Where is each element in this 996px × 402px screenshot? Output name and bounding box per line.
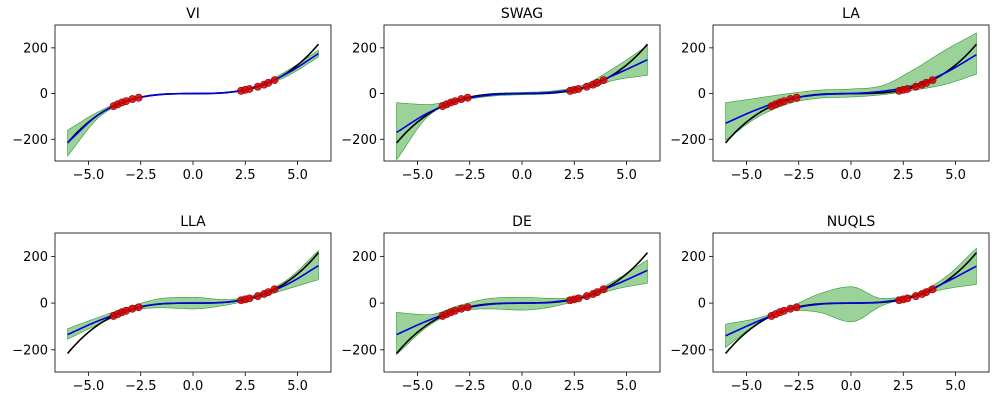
- subplot-title: NUQLS: [827, 214, 876, 230]
- x-tick-label: 0.0: [183, 168, 204, 183]
- subplot-de: −5.0 −2.5 0.0 2.5 5.0 −200 0 200 DE: [341, 214, 661, 394]
- data-point: [903, 294, 912, 303]
- y-tick-label: −200: [341, 133, 377, 148]
- x-tick-label: −5.0: [402, 379, 434, 394]
- data-point: [928, 76, 937, 84]
- x-tick-label: 0.0: [183, 379, 204, 394]
- data-point: [463, 93, 472, 102]
- x-tick-label: 0.0: [841, 168, 862, 183]
- plot-area: [724, 32, 978, 144]
- plot-area: [395, 252, 649, 356]
- subplot-nuqls: −5.0 −2.5 0.0 2.5 5.0 −200 0 200 NUQLS: [670, 214, 990, 394]
- x-tick-label: 2.5: [235, 168, 256, 183]
- y-tick-label: −200: [670, 343, 706, 358]
- uncertainty-band: [396, 45, 648, 161]
- data-point: [792, 303, 801, 312]
- x-tick-label: −5.0: [731, 168, 763, 183]
- subplot-title: DE: [512, 214, 532, 230]
- y-tick-label: 0: [369, 297, 377, 312]
- x-tick-label: 2.5: [893, 168, 914, 183]
- y-tick-label: 0: [40, 87, 48, 102]
- subplot-la: −5.0 −2.5 0.0 2.5 5.0 −200 0 200 LA: [670, 6, 990, 183]
- y-tick-label: 200: [681, 250, 706, 265]
- x-tick-label: −2.5: [125, 379, 157, 394]
- x-tick-label: 2.5: [235, 379, 256, 394]
- x-tick-label: 5.0: [616, 168, 637, 183]
- data-point: [903, 85, 912, 93]
- subplot-vi: −5.0 −2.5 0.0 2.5 5.0 −200 0 200 VI: [12, 6, 332, 183]
- x-tick-label: −2.5: [783, 168, 815, 183]
- x-tick-label: −2.5: [125, 168, 157, 183]
- y-tick-label: 200: [352, 41, 377, 56]
- data-point: [574, 294, 583, 303]
- x-tick-label: −5.0: [73, 379, 105, 394]
- data-point: [457, 304, 466, 313]
- data-point: [574, 85, 583, 93]
- data-point: [134, 93, 143, 102]
- subplot-title: VI: [186, 6, 200, 22]
- x-tick-label: −2.5: [454, 379, 486, 394]
- y-tick-label: 0: [40, 297, 48, 312]
- plot-area: [724, 247, 978, 355]
- x-tick-label: 0.0: [512, 379, 533, 394]
- x-tick-label: −5.0: [73, 168, 105, 183]
- x-tick-label: −5.0: [731, 379, 763, 394]
- x-tick-label: 0.0: [512, 168, 533, 183]
- uncertainty-band: [725, 32, 977, 142]
- data-point: [786, 95, 795, 103]
- data-point: [270, 76, 279, 84]
- x-tick-label: 5.0: [945, 379, 966, 394]
- data-point: [270, 285, 279, 294]
- y-tick-label: 200: [352, 250, 377, 265]
- plot-area: [66, 43, 320, 157]
- y-tick-label: 200: [23, 250, 48, 265]
- x-tick-label: 5.0: [945, 168, 966, 183]
- x-tick-label: 5.0: [616, 379, 637, 394]
- y-tick-label: −200: [12, 133, 48, 148]
- uncertainty-band: [396, 259, 648, 356]
- x-tick-label: −2.5: [783, 379, 815, 394]
- plot-area: [395, 43, 649, 161]
- x-tick-label: 5.0: [287, 168, 308, 183]
- plot-area: [66, 249, 320, 355]
- data-point: [928, 285, 937, 294]
- x-tick-label: −5.0: [402, 168, 434, 183]
- subplot-swag: −5.0 −2.5 0.0 2.5 5.0 −200 0 200 SWAG: [341, 6, 661, 183]
- subplot-title: LA: [842, 6, 860, 22]
- x-tick-label: −2.5: [454, 168, 486, 183]
- y-tick-label: 0: [698, 297, 706, 312]
- y-tick-label: 200: [681, 41, 706, 56]
- data-point: [599, 285, 608, 294]
- data-point: [786, 304, 795, 313]
- predictive-mean-line: [396, 269, 648, 336]
- data-point: [457, 95, 466, 103]
- subplot-lla: −5.0 −2.5 0.0 2.5 5.0 −200 0 200 LLA: [12, 214, 332, 394]
- y-tick-label: 0: [698, 87, 706, 102]
- y-tick-label: 0: [369, 87, 377, 102]
- uncertainty-band: [67, 49, 319, 157]
- uncertainty-band: [67, 249, 319, 340]
- data-point: [463, 303, 472, 312]
- y-tick-label: 200: [23, 41, 48, 56]
- data-point: [128, 304, 137, 313]
- uncertainty-band: [725, 247, 977, 349]
- x-tick-label: 2.5: [564, 168, 585, 183]
- data-point: [245, 85, 254, 93]
- predictive-mean-line: [67, 52, 319, 144]
- subplot-title: SWAG: [501, 6, 543, 22]
- data-point: [792, 93, 801, 102]
- subplot-title: LLA: [180, 214, 206, 230]
- data-point: [128, 95, 137, 103]
- x-tick-label: 0.0: [841, 379, 862, 394]
- data-point: [134, 303, 143, 312]
- x-tick-label: 5.0: [287, 379, 308, 394]
- y-tick-label: −200: [341, 343, 377, 358]
- data-point: [599, 76, 608, 84]
- x-tick-label: 2.5: [893, 379, 914, 394]
- y-tick-label: −200: [670, 133, 706, 148]
- x-tick-label: 2.5: [564, 379, 585, 394]
- y-tick-label: −200: [12, 343, 48, 358]
- data-point: [245, 294, 254, 303]
